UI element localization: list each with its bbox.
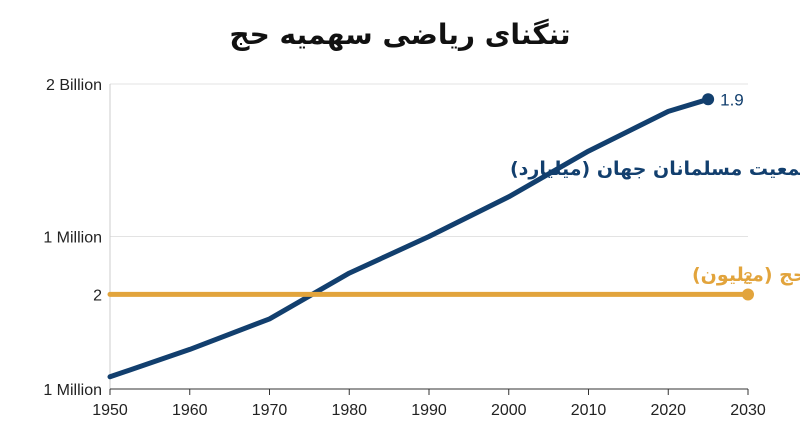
- x-tick-label: 2010: [571, 402, 607, 419]
- x-tick-label: 1980: [331, 402, 367, 419]
- y-tick-label: 2 Billion: [46, 77, 102, 94]
- x-tick-label: 1960: [172, 402, 208, 419]
- x-tick-label: 1970: [252, 402, 288, 419]
- x-tick-label: 2000: [491, 402, 527, 419]
- series-end-label-0: 1.9: [720, 90, 744, 109]
- x-tick-label: 2030: [730, 402, 766, 419]
- y-tick-label: 2: [93, 287, 102, 304]
- series-end-label-1: 2: [743, 268, 752, 287]
- series-end-marker-0: [702, 93, 715, 106]
- x-tick-label: 2020: [650, 402, 686, 419]
- series-line-0: [107, 96, 711, 380]
- x-tick-label: 1990: [411, 402, 447, 419]
- y-tick-label: 1 Million: [43, 230, 102, 247]
- y-tick-label: 1 Million: [43, 382, 102, 399]
- chart-title: تنگنای ریاضی سهمیه حج: [229, 18, 571, 51]
- x-tick-label: 1950: [92, 402, 128, 419]
- series-end-marker-1: [742, 288, 754, 301]
- series-name-label-0: جمعیت مسلمانان جهان (میلیارد): [510, 158, 800, 180]
- series-name-label-1: ظرفیت سالانه حج (میلیون): [692, 264, 800, 286]
